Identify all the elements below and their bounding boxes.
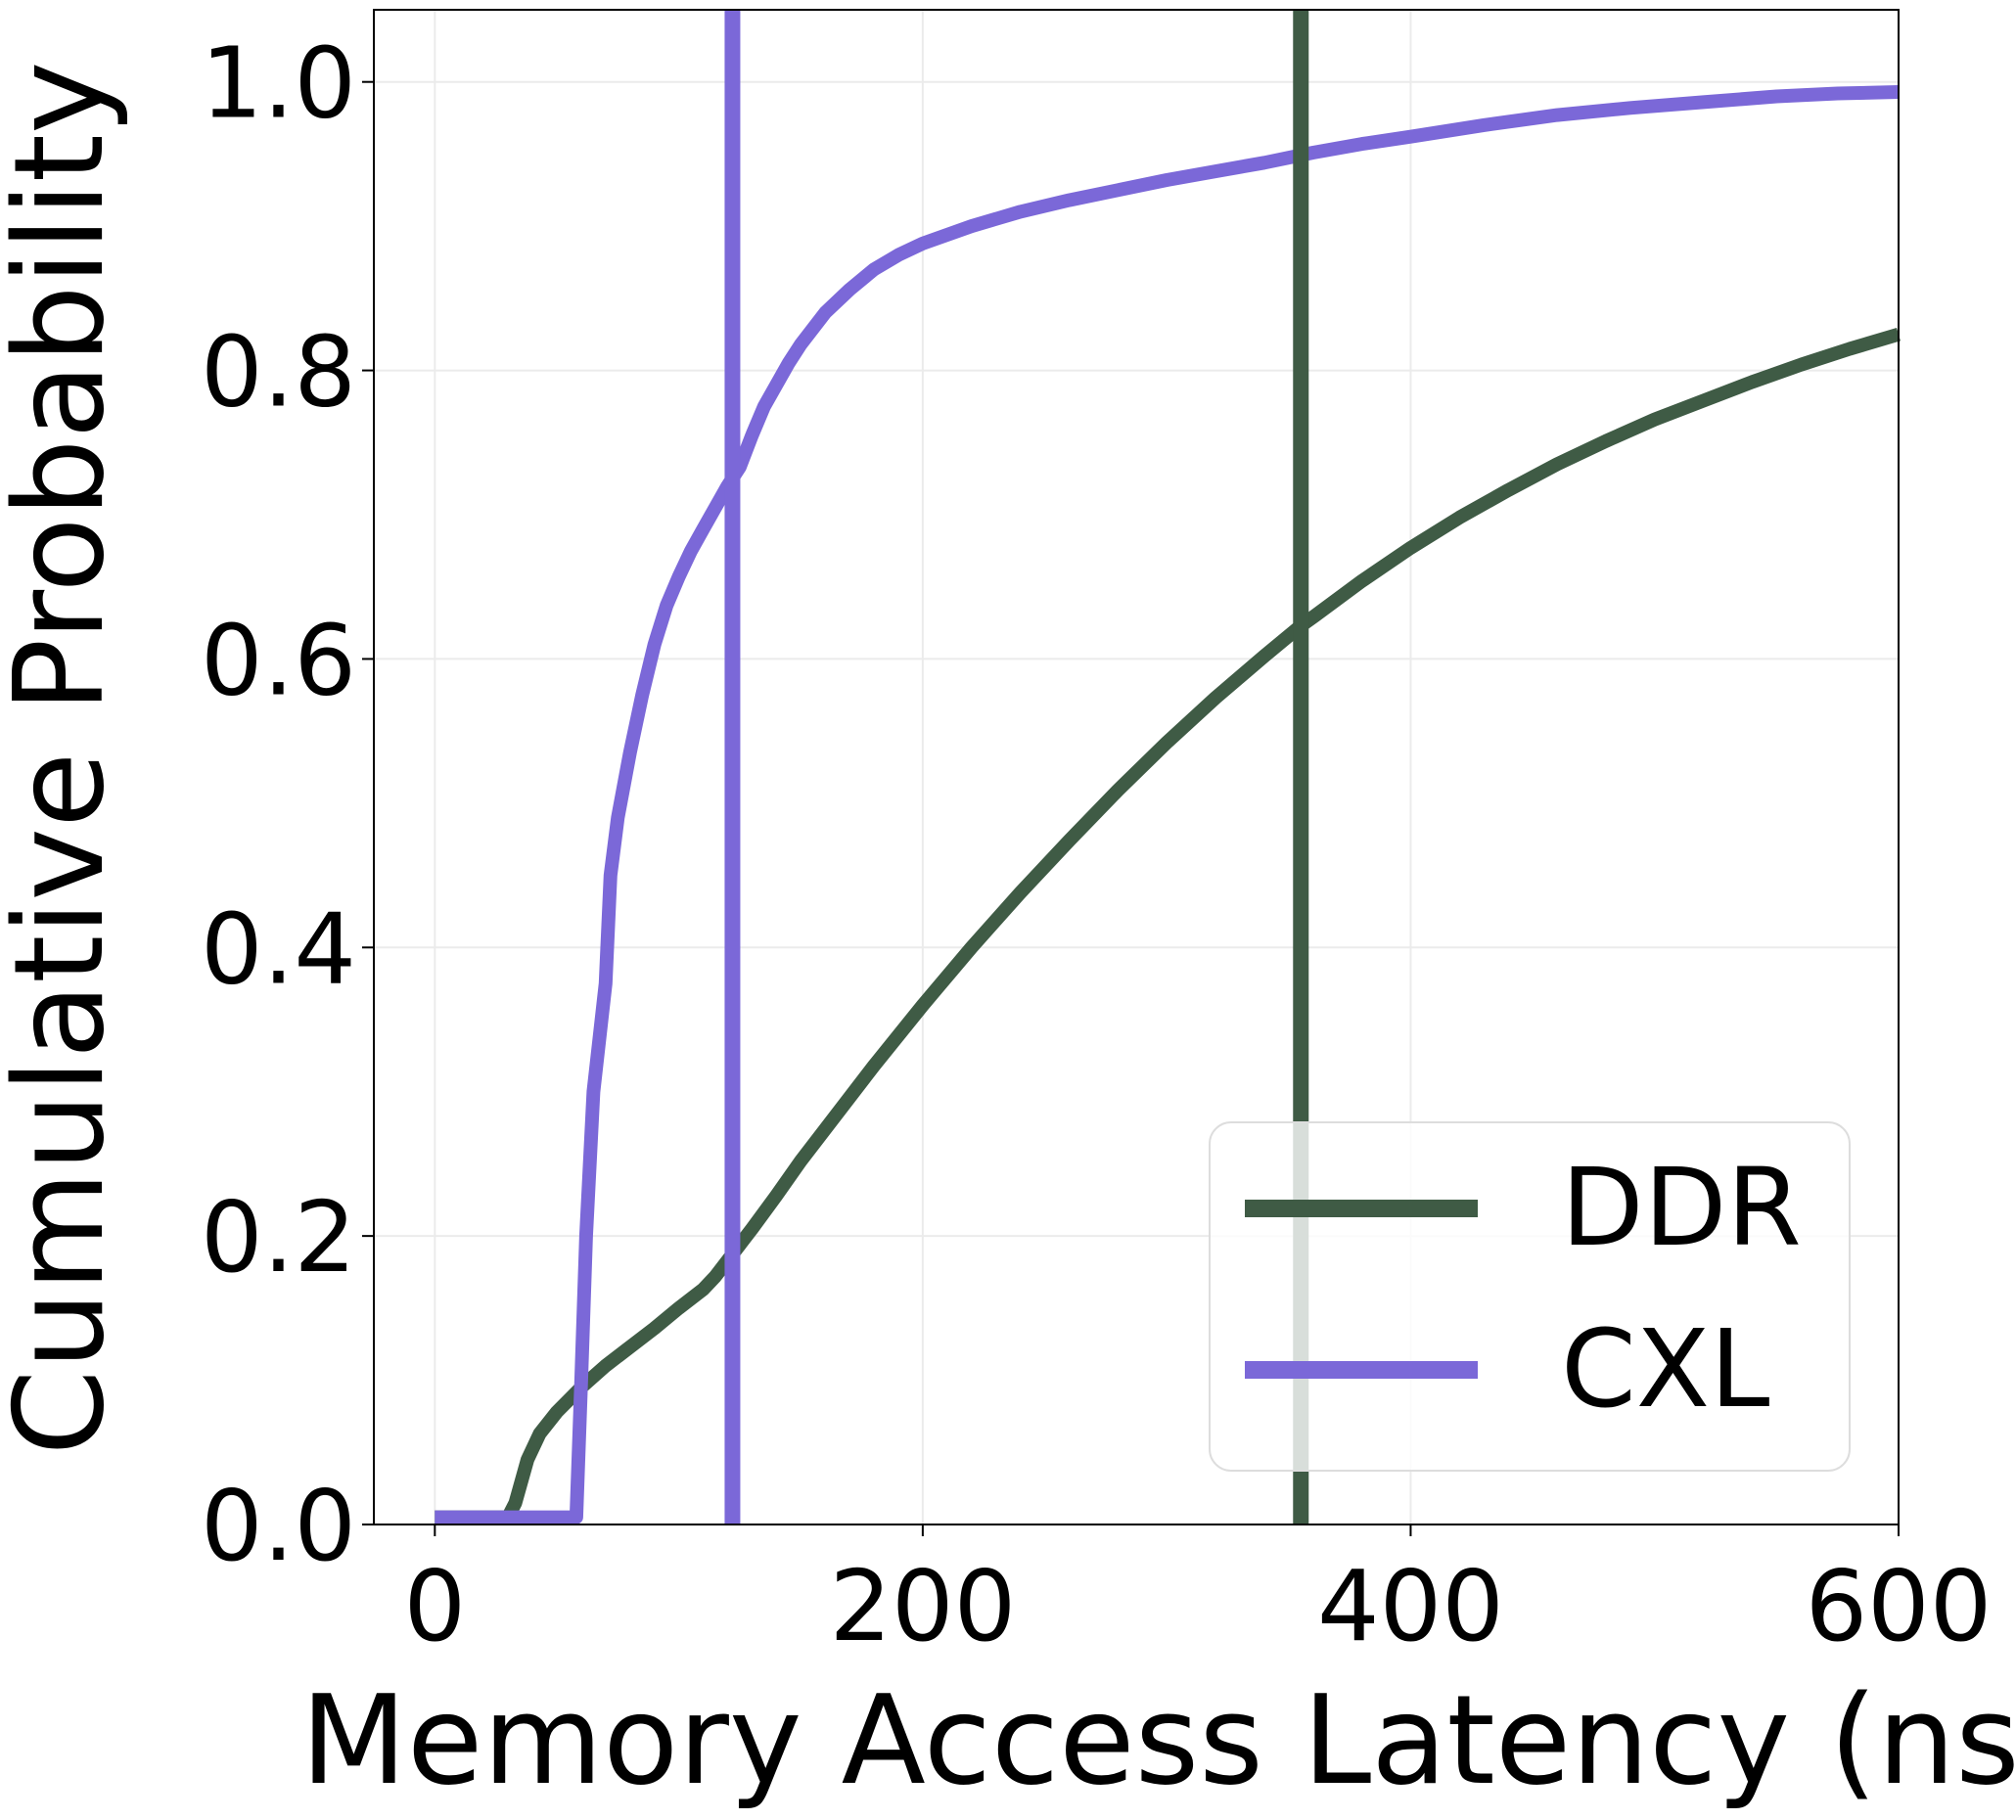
y-tick-label: 0.8 <box>201 315 356 430</box>
x-tick-label: 400 <box>1317 1549 1504 1663</box>
series-line-cxl <box>435 85 1900 1524</box>
y-tick-label: 0.6 <box>201 603 356 717</box>
x-axis-ticks: 0 200 400 600 <box>404 1524 1993 1663</box>
legend-label-ddr: DDR <box>1561 1145 1802 1270</box>
x-tick-label: 200 <box>829 1549 1016 1663</box>
x-tick-label: 600 <box>1806 1549 1993 1663</box>
legend: DDR CXL <box>1209 1121 1851 1472</box>
series-line-ddr <box>435 327 1901 1524</box>
x-tick-label: 0 <box>404 1549 467 1663</box>
y-tick-label: 0.0 <box>201 1469 356 1583</box>
plot-frame <box>373 9 1900 1525</box>
y-axis-ticks: 0.0 0.2 0.4 0.6 0.8 1.0 <box>201 26 374 1583</box>
y-tick-label: 0.2 <box>201 1180 356 1295</box>
grid-lines <box>374 10 1900 1525</box>
y-tick-label: 0.4 <box>201 891 356 1006</box>
y-axis-label: Cumulative Probability <box>0 61 131 1455</box>
x-axis-label: Memory Access Latency (ns) <box>300 1668 2016 1812</box>
legend-label-cxl: CXL <box>1561 1306 1769 1432</box>
y-tick-label: 1.0 <box>201 26 356 141</box>
series-lines <box>435 85 1901 1524</box>
